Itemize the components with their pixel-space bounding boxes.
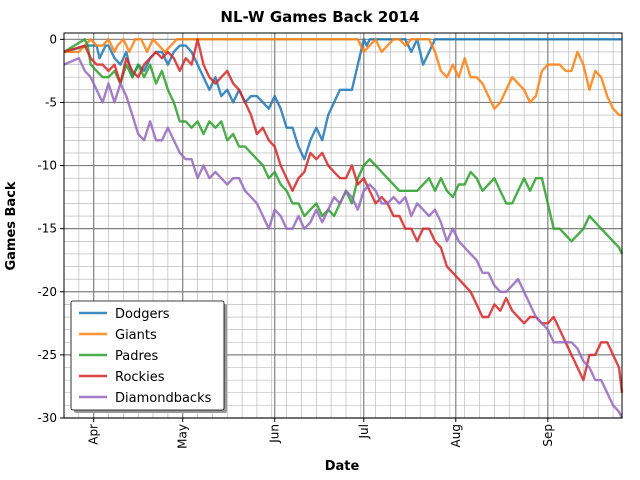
legend-box xyxy=(70,300,225,411)
y-axis: 0 -5 -10 -15 -20 -25 -30 xyxy=(37,32,64,425)
legend-label-padres: Padres xyxy=(115,349,159,364)
legend-label-giants: Giants xyxy=(115,328,157,343)
series-line-dodgers xyxy=(63,38,622,161)
y-tick-label: -15 xyxy=(37,222,57,236)
series-line-padres xyxy=(63,38,624,255)
y-tick-label: -25 xyxy=(37,348,57,362)
x-tick-label: Apr xyxy=(87,424,101,445)
y-tick-label: -5 xyxy=(45,95,57,109)
chart-title: NL-W Games Back 2014 xyxy=(220,8,419,26)
x-tick-label: Jun xyxy=(268,424,282,444)
legend: Dodgers Giants Padres Rockies Diamondbacks xyxy=(70,300,227,413)
legend-label-rockies: Rockies xyxy=(115,370,165,385)
plot-frame xyxy=(63,32,623,419)
x-tick-label: Sep xyxy=(541,424,555,447)
x-tick-label: Aug xyxy=(449,424,463,447)
y-tick-label: 0 xyxy=(49,32,57,46)
plot-lines xyxy=(63,38,624,419)
legend-label-diamondbacks: Diamondbacks xyxy=(115,391,212,406)
legend-label-dodgers: Dodgers xyxy=(115,307,170,322)
y-axis-label: Games Back xyxy=(4,181,19,270)
y-tick-label: -20 xyxy=(37,285,57,299)
series-line-rockies xyxy=(63,38,624,393)
y-tick-label: -30 xyxy=(37,411,57,425)
x-axis: Apr May Jun Jul Aug Sep xyxy=(87,418,555,449)
x-tick-label: May xyxy=(176,424,190,449)
series-line-diamondbacks xyxy=(63,57,624,419)
x-axis-label: Date xyxy=(325,459,360,474)
y-tick-label: -10 xyxy=(37,159,57,173)
x-tick-label: Jul xyxy=(357,424,371,439)
series-line-giants xyxy=(64,38,622,117)
